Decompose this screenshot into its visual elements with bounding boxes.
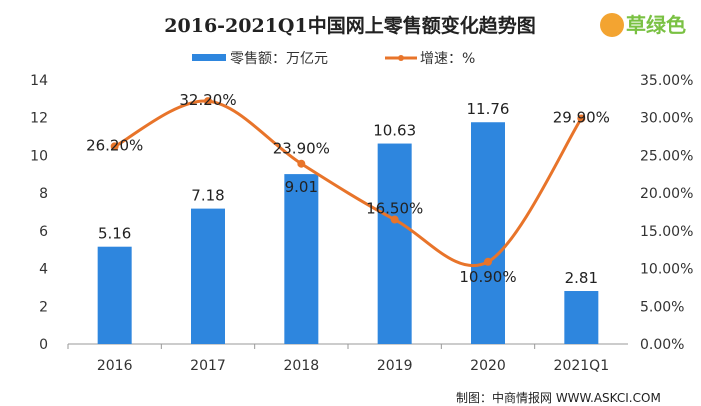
line-data-label: 29.90% bbox=[553, 108, 610, 126]
right-tick-label: 15.00% bbox=[640, 224, 693, 240]
legend-bar-swatch bbox=[192, 54, 226, 61]
bar-data-label: 9.01 bbox=[285, 178, 318, 196]
x-tick-label: 2017 bbox=[190, 358, 226, 374]
right-tick-label: 0.00% bbox=[640, 337, 684, 353]
watermark-logo: 草绿色 bbox=[600, 13, 686, 37]
line-data-label: 10.90% bbox=[459, 268, 516, 286]
x-tick-label: 2019 bbox=[377, 358, 413, 374]
left-tick-label: 10 bbox=[30, 148, 48, 164]
bar-data-label: 2.81 bbox=[565, 269, 598, 287]
legend-line-label: 增速：% bbox=[420, 51, 475, 67]
bar-data-label: 7.18 bbox=[191, 187, 224, 205]
left-tick-label: 4 bbox=[39, 262, 48, 278]
legend: 零售额：万亿元 增速：% bbox=[192, 51, 475, 67]
bar bbox=[377, 143, 412, 344]
bar bbox=[97, 246, 132, 344]
left-tick-label: 12 bbox=[30, 111, 48, 127]
left-tick-label: 6 bbox=[39, 224, 48, 240]
bar-data-label: 11.76 bbox=[467, 100, 510, 118]
source-note: 制图：中商情报网 WWW.ASKCI.COM bbox=[456, 390, 661, 405]
growth-point bbox=[390, 215, 399, 224]
legend-line-marker bbox=[398, 55, 404, 61]
growth-point bbox=[110, 142, 119, 151]
left-tick-label: 0 bbox=[39, 337, 48, 353]
line-data-label: 16.50% bbox=[366, 200, 423, 218]
watermark-orange-icon bbox=[600, 13, 624, 37]
right-tick-label: 10.00% bbox=[640, 262, 693, 278]
right-tick-label: 25.00% bbox=[640, 148, 693, 164]
bar bbox=[471, 122, 505, 345]
growth-line bbox=[113, 99, 583, 268]
left-tick-label: 14 bbox=[30, 73, 48, 89]
growth-point bbox=[204, 97, 212, 106]
right-tick-label: 35.00% bbox=[640, 73, 693, 89]
bar bbox=[284, 174, 319, 344]
x-tick-label: 2020 bbox=[470, 358, 506, 374]
bar bbox=[564, 291, 599, 344]
watermark-text: 草绿色 bbox=[626, 13, 686, 37]
right-tick-label: 30.00% bbox=[640, 111, 693, 127]
x-tick-label: 2018 bbox=[284, 358, 320, 374]
growth-point bbox=[297, 159, 306, 168]
line-data-label: 26.20% bbox=[86, 136, 143, 154]
growth-point bbox=[484, 257, 492, 266]
line-data-label: 23.90% bbox=[273, 140, 330, 158]
x-tick-label: 2016 bbox=[97, 358, 133, 374]
bar bbox=[191, 208, 225, 344]
legend-bar-label: 零售额：万亿元 bbox=[230, 51, 328, 67]
x-tick-label: 2021Q1 bbox=[554, 358, 610, 374]
right-tick-label: 20.00% bbox=[640, 186, 693, 202]
line-data-label: 32.20% bbox=[179, 91, 236, 109]
left-tick-label: 8 bbox=[39, 186, 48, 202]
bar-data-label: 10.63 bbox=[373, 122, 416, 140]
growth-point bbox=[577, 114, 586, 123]
right-tick-label: 5.00% bbox=[640, 299, 684, 315]
chart-title: 2016-2021Q1中国网上零售额变化趋势图 bbox=[164, 14, 535, 37]
bar-data-label: 5.16 bbox=[98, 225, 131, 243]
left-tick-label: 2 bbox=[39, 299, 48, 315]
